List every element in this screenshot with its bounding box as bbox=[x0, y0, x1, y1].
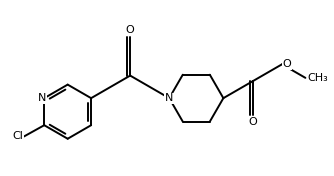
Text: O: O bbox=[248, 117, 257, 127]
Text: N: N bbox=[165, 93, 173, 103]
Text: CH₃: CH₃ bbox=[308, 73, 328, 83]
Text: O: O bbox=[126, 25, 135, 35]
Text: Cl: Cl bbox=[12, 131, 23, 142]
Text: O: O bbox=[283, 59, 292, 69]
Text: N: N bbox=[38, 93, 46, 103]
